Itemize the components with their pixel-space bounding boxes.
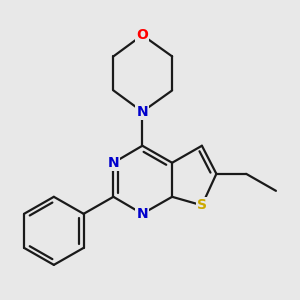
Text: N: N [108, 156, 119, 170]
Text: N: N [136, 105, 148, 119]
Text: S: S [197, 198, 207, 212]
Text: N: N [136, 207, 148, 221]
Text: O: O [136, 28, 148, 42]
